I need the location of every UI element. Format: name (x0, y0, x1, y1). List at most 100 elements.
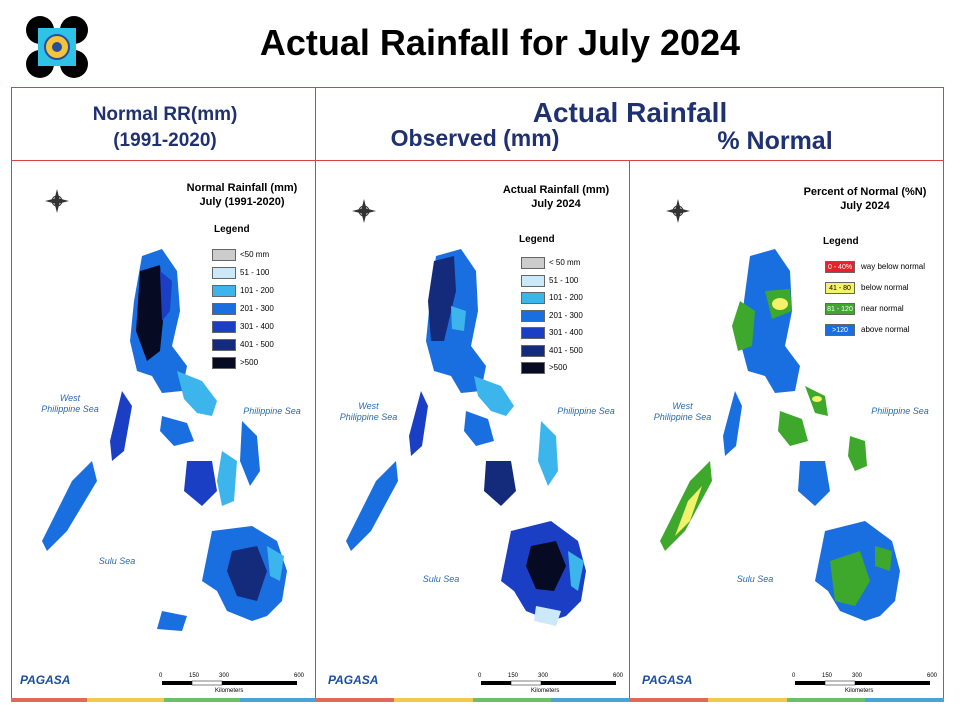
legend-swatch (521, 344, 545, 357)
normal-map-title: Normal Rainfall (mm) July (1991-2020) (172, 181, 312, 209)
legend-swatch: 0 - 40% (825, 261, 855, 273)
percent-map-title-line2: July 2024 (840, 200, 890, 212)
west-sea-line1: West (358, 401, 379, 411)
legend-swatch (521, 362, 545, 374)
legend-label: 301 - 400 (240, 322, 274, 331)
compass-icon (352, 199, 376, 223)
scale-tick-label: 600 (613, 673, 624, 679)
legend-label: >500 (240, 358, 259, 367)
stripe-segment (629, 698, 708, 702)
actual-rainfall-map-panel: Actual Rainfall (mm) July 2024 Legend < … (315, 160, 630, 702)
percent-legend-title: Legend (823, 236, 859, 247)
legend-swatch (212, 357, 236, 369)
scale-tick-label: 300 (219, 673, 230, 679)
legend-swatch (212, 303, 236, 315)
west-sea-line1: West (672, 401, 693, 411)
normal-header-line2: (1991-2020) (113, 130, 217, 151)
scale-tick-label: 600 (927, 673, 938, 679)
compass-icon (45, 189, 69, 213)
legend-swatch (212, 267, 236, 279)
legend-label: 401 - 500 (549, 345, 583, 355)
scale-tick-label: 600 (294, 673, 305, 679)
stripe-segment (315, 698, 394, 702)
legend-label: 101 - 200 (549, 293, 583, 302)
legend-label: < 50 mm (549, 258, 581, 267)
actual-map-title-line1: Actual Rainfall (mm) (502, 184, 610, 196)
legend-label: near normal (861, 304, 904, 313)
legend-label: 51 - 100 (549, 275, 579, 285)
sulu-sea-label: Sulu Sea (736, 574, 774, 584)
philippine-sea-label: Philippine Sea (557, 406, 615, 416)
scale-unit: Kilometers (845, 688, 874, 694)
scale-tick-label: 300 (538, 673, 549, 679)
scale-unit: Kilometers (215, 688, 244, 694)
stripe-segment (472, 698, 552, 702)
legend-label: 201 - 300 (240, 304, 274, 313)
west-philippine-sea-label: West Philippine Sea (650, 401, 715, 423)
legend-swatch: 41 - 80 (825, 282, 855, 294)
scale-tick-label: 150 (189, 673, 200, 679)
legend-swatch (521, 274, 545, 287)
percent-normal-map (660, 199, 930, 686)
stripe-segment (707, 698, 787, 702)
percent-normal-map-panel: Percent of Normal (%N) July 2024 Legend … (629, 160, 944, 702)
pagasa-brand: PAGASA (642, 673, 693, 687)
legend-label: 51 - 100 (240, 268, 270, 277)
legend-swatch (521, 292, 545, 304)
actual-map-title-line2: July 2024 (531, 198, 581, 210)
normal-rainfall-map-panel: Normal Rainfall (mm) July (1991-2020) Le… (11, 160, 316, 702)
west-sea-line2: Philippine Sea (653, 412, 712, 422)
philippine-sea-label: Philippine Sea (243, 406, 301, 416)
stripe-segment (239, 698, 316, 702)
legend-label: way below normal (861, 262, 926, 271)
scale-bar (795, 680, 930, 686)
actual-header: Actual Rainfall (532, 97, 728, 128)
legend-label: >500 (549, 363, 568, 372)
pagasa-seal-logo (26, 16, 88, 78)
legend-label: 301 - 400 (549, 328, 583, 337)
scale-tick-label: 150 (508, 673, 519, 679)
legend-swatch (212, 339, 236, 351)
normal-map-title-line1: Normal Rainfall (mm) (186, 182, 298, 194)
actual-map-title: Actual Rainfall (mm) July 2024 (486, 183, 626, 211)
stripe-segment (551, 698, 630, 702)
legend-swatch (521, 257, 545, 269)
sulu-sea-label: Sulu Sea (422, 574, 460, 584)
scale-tick-label: 0 (792, 673, 796, 679)
west-sea-line2: Philippine Sea (41, 404, 99, 414)
scale-tick-label: 150 (822, 673, 833, 679)
philippine-sea-label: Philippine Sea (871, 406, 929, 416)
legend-label: below normal (861, 283, 909, 292)
legend-swatch: >120 (825, 324, 855, 336)
normal-header-line1: Normal RR(mm) (92, 104, 238, 125)
west-sea-line1: West (59, 393, 81, 403)
scale-tick-label: 300 (852, 673, 863, 679)
sulu-sea-label: Sulu Sea (98, 556, 136, 566)
stripe-segment (87, 698, 164, 702)
legend-swatch (212, 321, 236, 333)
actual-legend-title: Legend (519, 234, 555, 245)
west-sea-line2: Philippine Sea (339, 412, 398, 422)
normal-legend-title: Legend (214, 224, 250, 235)
compass-icon (666, 199, 690, 223)
page-title: Actual Rainfall for July 2024 (259, 22, 741, 63)
legend-label: 401 - 500 (240, 340, 274, 349)
legend-label: <50 mm (240, 250, 270, 259)
stripe-segment (163, 698, 240, 702)
percent-normal-header: % Normal (717, 127, 833, 155)
west-philippine-sea-label: West Philippine Sea (40, 393, 100, 415)
legend-label: 201 - 300 (549, 310, 583, 320)
pagasa-brand: PAGASA (20, 673, 71, 687)
stripe-segment (786, 698, 866, 702)
legend-swatch (521, 327, 545, 339)
actual-rainfall-map (346, 199, 616, 686)
scale-bar (481, 680, 616, 686)
stripe-segment (393, 698, 473, 702)
philippines-shape (42, 249, 287, 631)
legend-swatch (212, 249, 236, 261)
pagasa-brand: PAGASA (328, 673, 379, 687)
stripe-segment (11, 698, 88, 702)
legend-label: 101 - 200 (240, 286, 274, 295)
legend-swatch: 81 - 120 (825, 303, 855, 315)
scale-unit: Kilometers (531, 688, 560, 694)
